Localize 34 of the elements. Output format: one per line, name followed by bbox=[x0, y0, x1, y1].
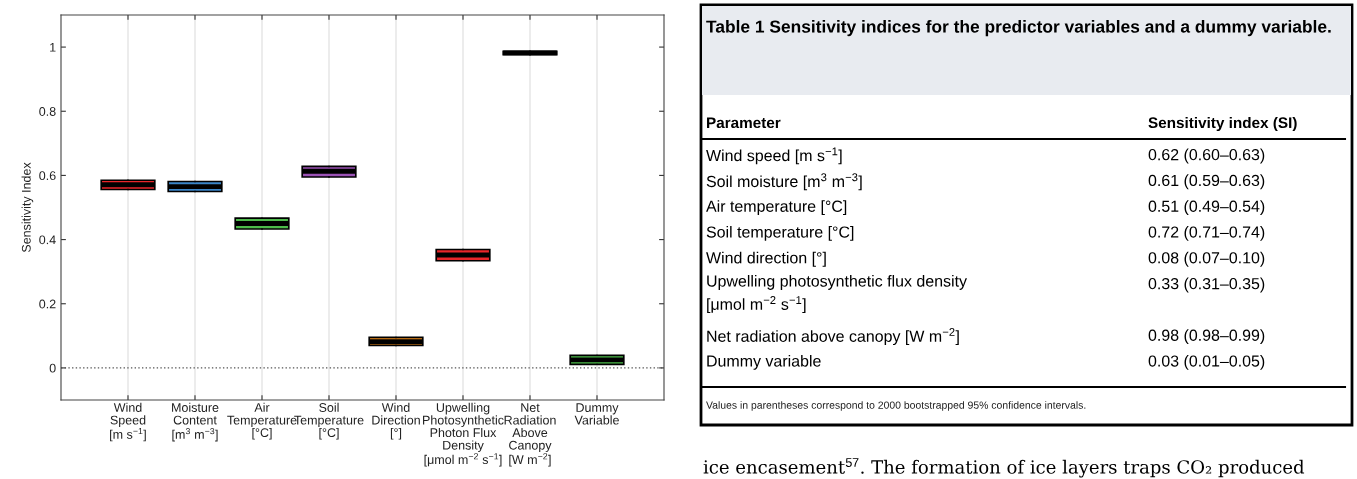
text: 0.33 (0.31–0.35) bbox=[1148, 277, 1265, 293]
text: Upwelling photosynthetic flux density [μmol m$^{−2}$ s$^{−1}$] bbox=[707, 275, 967, 314]
text: 0.61 (0.59–0.63) bbox=[1148, 174, 1265, 190]
y-tick-label: 0 bbox=[49, 363, 56, 373]
text: Soil temperature [°C] bbox=[706, 225, 854, 241]
x-tick-label: Moisture Content [m$^{3}$ m$^{−3}$] bbox=[172, 402, 219, 442]
y-tick-label: 0.6 bbox=[39, 171, 56, 181]
text: Air temperature [°C] bbox=[706, 200, 847, 216]
text: Values in parentheses correspond to 2000 bootstrapped 95% confidence intervals. bbox=[706, 401, 1086, 411]
x-tick-label: Wind Direction [°] bbox=[372, 402, 420, 440]
text: Dummy variable bbox=[707, 354, 821, 370]
text: 0.98 (0.98–0.99) bbox=[1148, 329, 1265, 345]
text: 0.72 (0.71–0.74) bbox=[1148, 225, 1265, 241]
y-tick-label: 1 bbox=[50, 43, 56, 52]
x-tick-label: Net Radiation Above Canopy [W m$^{−2}$] bbox=[504, 403, 556, 467]
text: Table 1 Sensitivity indices for the predictor variables and a dummy variable. bbox=[706, 20, 1331, 37]
x-tick-label: Wind Speed [m s$^{−1}$] bbox=[110, 402, 146, 442]
text: 0.08 (0.07–0.10) bbox=[1148, 251, 1265, 267]
text: Wind speed [m s$^{−1}$] bbox=[706, 147, 842, 165]
text: ice encasement$^{57}$. The formation of ice layers traps CO₂ produced bbox=[703, 458, 1305, 478]
text: 0.51 (0.49–0.54) bbox=[1148, 200, 1265, 216]
x-tick-label: Dummy Variable bbox=[574, 403, 619, 425]
text: Parameter bbox=[707, 117, 781, 129]
y-tick-label: 0.4 bbox=[39, 235, 56, 245]
y-tick-label: 0.2 bbox=[39, 299, 56, 309]
text: Sensitivity index (SI) bbox=[1148, 116, 1297, 132]
text: 0.03 (0.01–0.05) bbox=[1148, 354, 1265, 370]
y-axis-title: Sensitivity Index bbox=[21, 162, 34, 253]
text: Net radiation above canopy [W m$^{−2}$] bbox=[707, 328, 959, 346]
y-tick-label: 0.8 bbox=[39, 107, 56, 116]
category-label: Upwelling Photosynthetic Photon Flux Density [μmol m$^{−2}$ s$^{−1}$] bbox=[423, 402, 504, 467]
text: Wind direction [°] bbox=[706, 251, 826, 267]
text: Soil moisture [m$^{3}$ m$^{−3}$] bbox=[706, 173, 862, 191]
text: 0.62 (0.60–0.63) bbox=[1148, 148, 1265, 164]
